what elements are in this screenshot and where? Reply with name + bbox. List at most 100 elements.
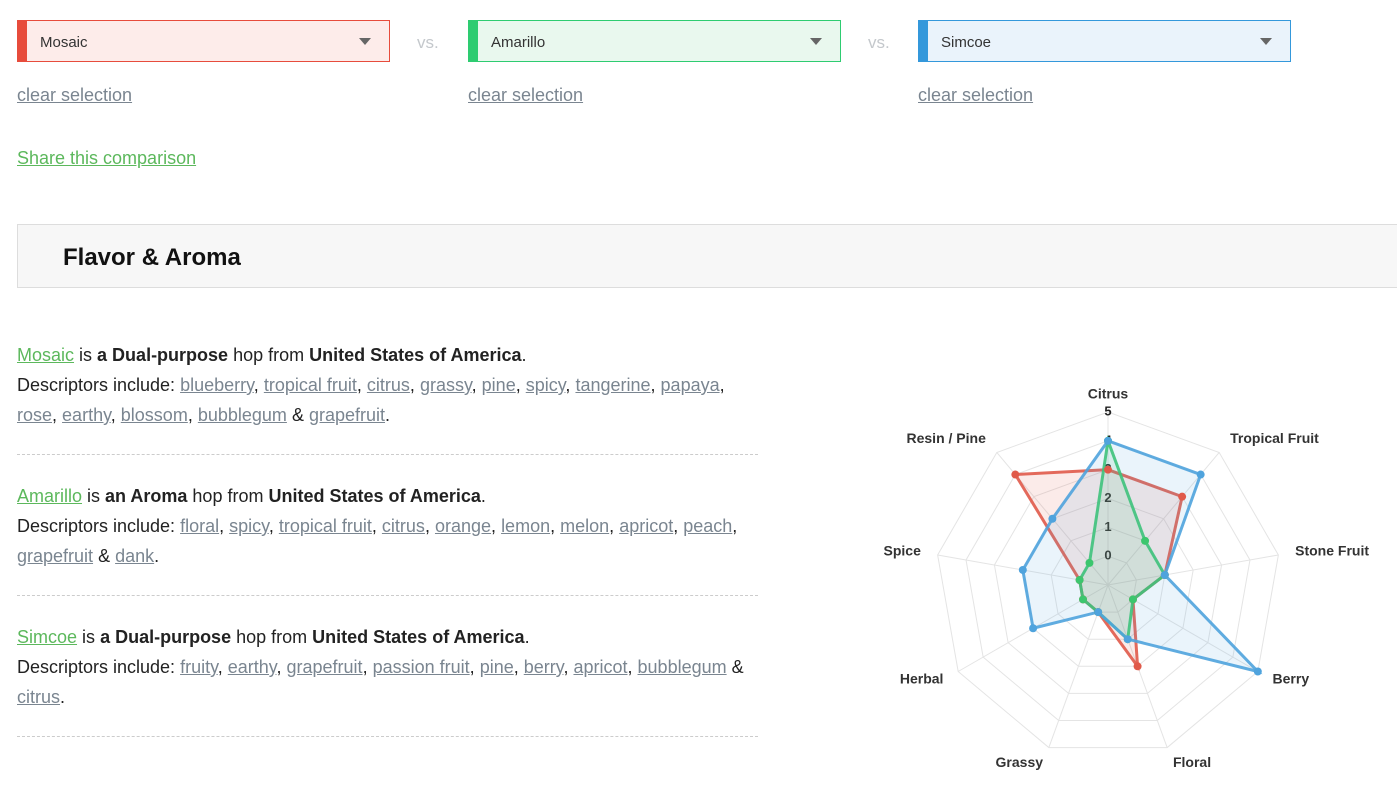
axis-label: Herbal	[900, 671, 944, 687]
hop-select[interactable]: Amarillo	[468, 20, 841, 62]
descriptor-link[interactable]: bubblegum	[197, 405, 287, 425]
clear-selection-link[interactable]: clear selection	[918, 85, 1034, 105]
descriptor-link[interactable]: floral	[180, 516, 220, 536]
data-point	[1018, 565, 1027, 574]
descriptor-link[interactable]: tangerine	[575, 375, 651, 395]
descriptor-link[interactable]: bubblegum	[637, 657, 727, 677]
data-point	[1196, 470, 1205, 479]
text: is	[79, 345, 93, 365]
select-caret	[810, 38, 822, 45]
clear-selection-link[interactable]: clear selection	[468, 85, 584, 105]
separator: ,	[471, 375, 477, 395]
descriptor-link[interactable]: citrus	[381, 516, 425, 536]
separator: ,	[609, 516, 615, 536]
text: .	[154, 546, 160, 566]
text: hop from	[236, 627, 308, 647]
hop-name-link[interactable]: Amarillo	[17, 486, 83, 506]
descriptor-link[interactable]: tropical fruit	[278, 516, 372, 536]
select-color-bar	[17, 20, 27, 62]
descriptor-link[interactable]: melon	[560, 516, 610, 536]
descriptor-link[interactable]: pine	[479, 657, 514, 677]
descriptor-link[interactable]: rose	[17, 405, 53, 425]
data-point	[1011, 470, 1020, 479]
data-point	[1094, 608, 1103, 617]
separator: ,	[469, 657, 475, 677]
hop-description: Amarillo is an Aroma hop from United Sta…	[17, 481, 758, 596]
descriptor-link[interactable]: passion fruit	[372, 657, 470, 677]
separator: ,	[187, 405, 193, 425]
descriptor-link[interactable]: citrus	[366, 375, 410, 395]
data-point	[1075, 575, 1084, 584]
axis-label: Berry	[1273, 671, 1310, 687]
descriptor-link[interactable]: spicy	[525, 375, 566, 395]
separator: ,	[513, 657, 519, 677]
hop-origin: United States of America	[309, 345, 522, 365]
grid-ring	[993, 469, 1223, 694]
data-point	[1104, 436, 1112, 445]
text: .	[480, 486, 486, 506]
tick-label: 1	[1104, 519, 1111, 534]
grid-spoke	[1107, 554, 1279, 586]
descriptor-link[interactable]: citrus	[17, 687, 61, 707]
select-value: Simcoe	[941, 34, 992, 51]
grid-ring	[965, 440, 1251, 721]
descriptor-link[interactable]: grapefruit	[308, 405, 386, 425]
descriptor-link[interactable]: fruity	[180, 657, 218, 677]
descriptor-link[interactable]: spicy	[229, 516, 269, 536]
grid-ring	[1022, 497, 1194, 667]
separator: &	[731, 657, 744, 677]
descriptor-link[interactable]: dank	[115, 546, 155, 566]
descriptor-link[interactable]: orange	[434, 516, 492, 536]
descriptor-link[interactable]: blossom	[120, 405, 188, 425]
descriptor-link[interactable]: grassy	[419, 375, 472, 395]
grid-spoke	[1107, 452, 1220, 586]
descriptor-link[interactable]: blueberry	[180, 375, 254, 395]
data-point	[1104, 436, 1112, 445]
vs-label: vs.	[868, 33, 890, 52]
hop-name-link[interactable]: Mosaic	[17, 345, 75, 365]
hop-kind: a Dual-purpose	[100, 627, 232, 647]
descriptor-link[interactable]: berry	[523, 657, 564, 677]
descriptor-link[interactable]: papaya	[660, 375, 720, 395]
separator: &	[291, 405, 304, 425]
descriptor-link[interactable]: apricot	[619, 516, 674, 536]
data-point	[1253, 667, 1262, 676]
separator: ,	[409, 375, 415, 395]
text: is	[87, 486, 101, 506]
descriptor-link[interactable]: earthy	[62, 405, 111, 425]
descriptor-link[interactable]: peach	[683, 516, 733, 536]
separator: ,	[719, 375, 725, 395]
data-point	[1029, 624, 1038, 633]
descriptor-link[interactable]: tropical fruit	[263, 375, 357, 395]
separator: ,	[219, 516, 225, 536]
hop-name-link[interactable]: Simcoe	[17, 627, 78, 647]
separator: ,	[550, 516, 556, 536]
axis-label: Citrus	[1088, 386, 1129, 402]
descriptor-link[interactable]: earthy	[227, 657, 277, 677]
axis-label: Tropical Fruit	[1230, 430, 1319, 446]
descriptor-link[interactable]: grapefruit	[286, 657, 363, 677]
descriptor-link[interactable]: grapefruit	[17, 546, 94, 566]
separator: ,	[424, 516, 430, 536]
hop-select[interactable]: Mosaic	[17, 20, 390, 62]
tick-label: 3	[1104, 461, 1111, 476]
share-link[interactable]: Share this comparison	[17, 148, 197, 168]
separator: ,	[491, 516, 497, 536]
descriptor-link[interactable]: lemon	[501, 516, 551, 536]
grid-spoke	[1107, 584, 1259, 672]
hop-select[interactable]: Simcoe	[918, 20, 1291, 62]
series-area	[1078, 434, 1167, 643]
descriptor-link[interactable]: apricot	[573, 657, 628, 677]
clear-selection-link[interactable]: clear selection	[17, 85, 133, 105]
select-color-bar	[918, 20, 928, 62]
data-point	[1075, 575, 1084, 584]
descriptor-link[interactable]: pine	[481, 375, 516, 395]
text: .	[524, 627, 530, 647]
hop-description: Mosaic is a Dual-purpose hop from United…	[17, 340, 758, 455]
text: Descriptors include:	[17, 657, 176, 677]
text: Descriptors include:	[17, 516, 176, 536]
series-area	[1012, 468, 1184, 672]
grid-spoke	[1107, 584, 1168, 748]
data-point	[1079, 595, 1088, 604]
